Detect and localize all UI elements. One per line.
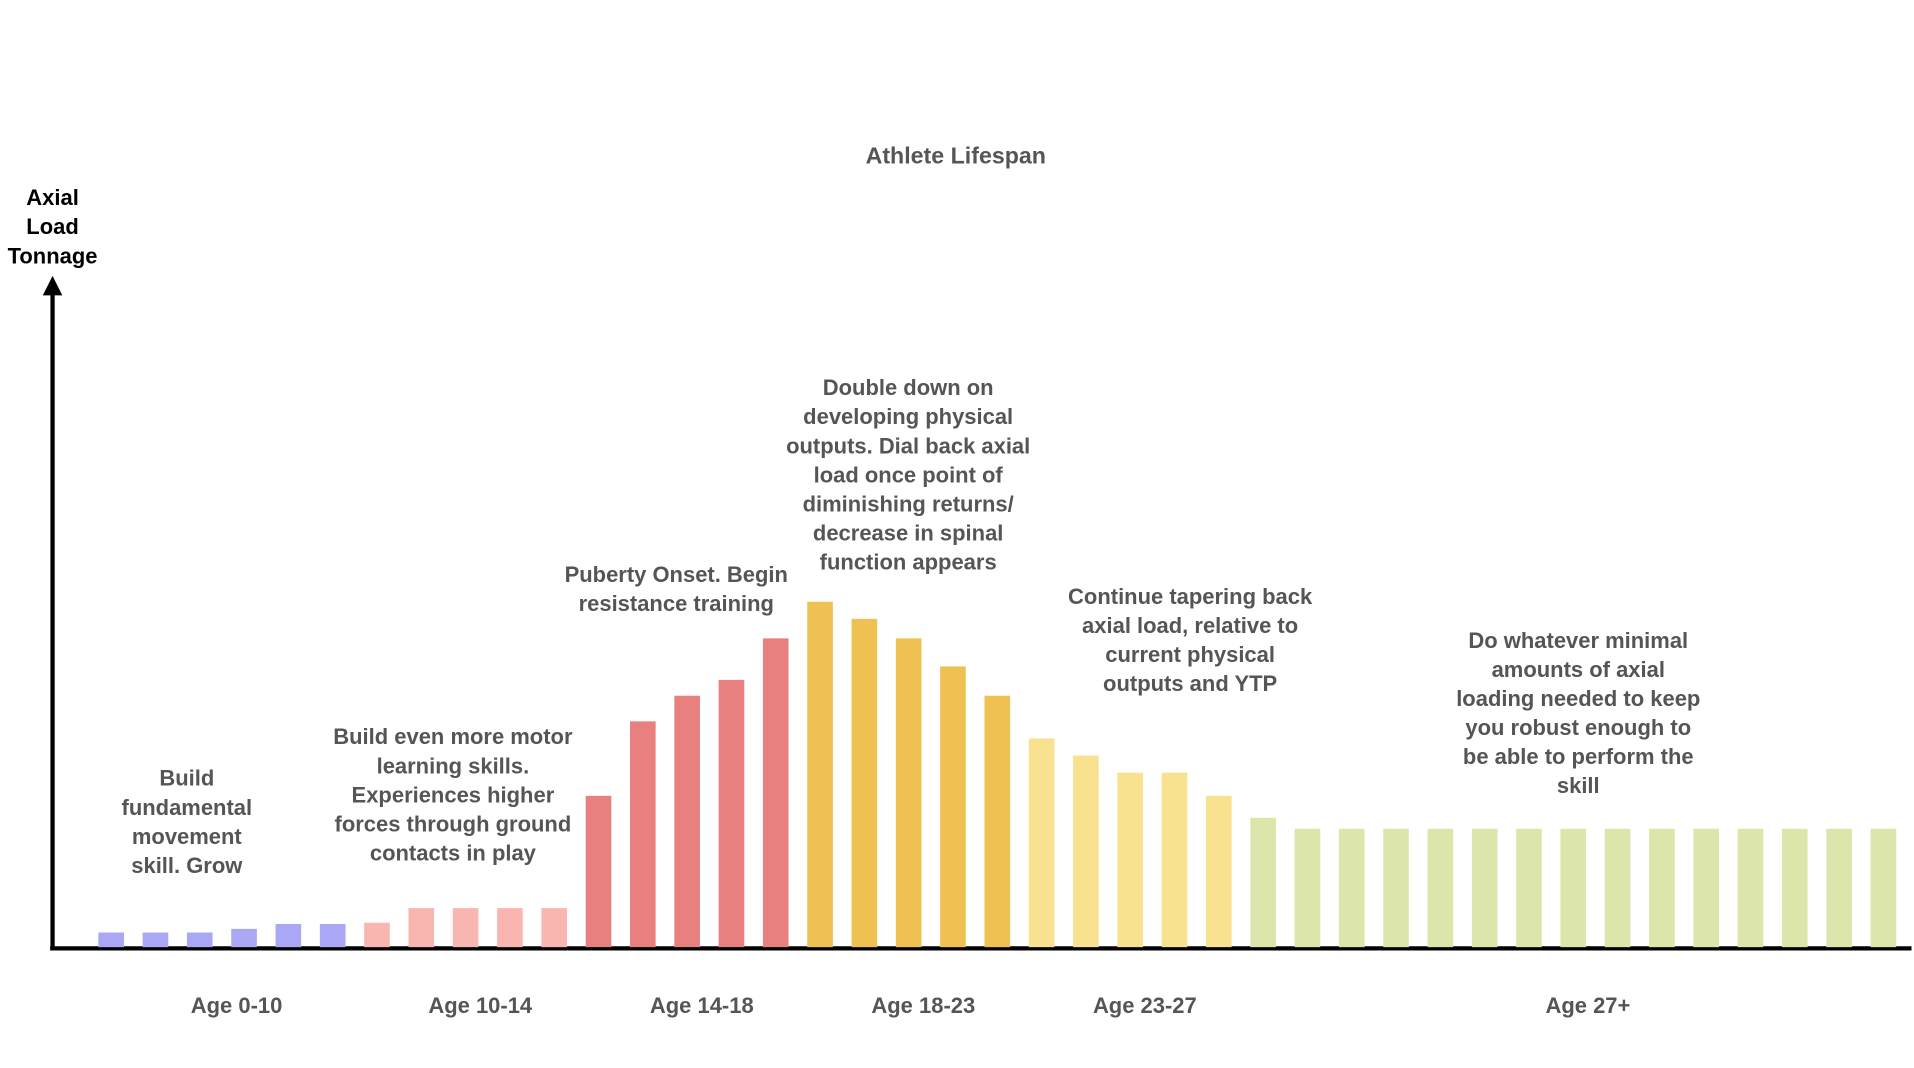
bar — [1471, 828, 1498, 948]
bar — [452, 908, 479, 948]
annotation: contacts in play — [370, 840, 537, 865]
group-label: Age 0-10 — [191, 993, 283, 1018]
y-axis-label: Tonnage — [8, 243, 98, 268]
bar — [1427, 828, 1454, 948]
bar — [1870, 828, 1897, 948]
bar — [364, 922, 390, 948]
bar — [1516, 828, 1542, 948]
annotation: fundamental — [122, 795, 253, 820]
bar — [142, 932, 169, 948]
annotation: amounts of axial — [1492, 657, 1665, 682]
annotation: function appears — [820, 549, 997, 574]
chart-title: Athlete Lifespan — [866, 143, 1046, 169]
y-axis-label: Load — [26, 214, 78, 239]
annotation: diminishing returns/ — [803, 491, 1014, 516]
bar — [497, 908, 523, 948]
bar — [275, 923, 302, 948]
bar — [630, 721, 656, 948]
bar — [1604, 828, 1631, 948]
bar — [1737, 828, 1764, 948]
annotation: resistance training — [579, 591, 774, 616]
group-label: Age 10-14 — [428, 993, 533, 1018]
bar — [1250, 817, 1276, 948]
y-axis-arrow — [42, 275, 63, 296]
annotation: Experiences higher — [352, 782, 555, 807]
bar — [1649, 828, 1675, 948]
annotation: axial load, relative to — [1082, 613, 1298, 638]
annotation: skill — [1557, 773, 1600, 798]
bar — [718, 679, 745, 948]
annotation: load once point of — [814, 462, 1004, 487]
group-label: Age 18-23 — [871, 993, 975, 1018]
annotation: Do whatever minimal — [1468, 628, 1688, 653]
annotation: developing physical — [803, 404, 1013, 429]
bar — [1073, 755, 1099, 948]
bar — [1294, 828, 1321, 948]
bar — [186, 932, 213, 948]
bar — [851, 618, 878, 948]
bar — [1560, 828, 1587, 948]
bar — [1383, 828, 1409, 948]
bar — [408, 908, 435, 948]
bar — [1028, 738, 1055, 948]
bar — [1693, 828, 1720, 948]
annotation: you robust enough to — [1465, 715, 1691, 740]
bar — [984, 695, 1011, 948]
bar — [1205, 795, 1232, 948]
annotation: outputs. Dial back axial — [786, 433, 1030, 458]
annotation: loading needed to keep — [1456, 686, 1700, 711]
bar — [1826, 828, 1852, 948]
bar — [674, 695, 700, 948]
bar — [541, 908, 568, 948]
bar — [231, 928, 257, 948]
annotation: Build even more motor — [333, 724, 573, 749]
annotation: Build — [159, 766, 214, 791]
annotation: be able to perform the — [1463, 744, 1694, 769]
annotation: Puberty Onset. Begin — [565, 562, 788, 587]
annotation: forces through ground — [335, 811, 572, 836]
annotation: movement — [132, 824, 243, 849]
annotation: Double down on — [823, 375, 994, 400]
annotation: decrease in spinal — [813, 520, 1004, 545]
annotation: current physical — [1105, 642, 1275, 667]
bar — [1117, 772, 1144, 948]
annotation: outputs and YTP — [1103, 671, 1277, 696]
bar — [98, 932, 124, 948]
y-axis-label: Axial — [26, 185, 79, 210]
bar — [1161, 772, 1188, 948]
bar — [762, 638, 789, 948]
bar — [940, 666, 966, 948]
annotation: learning skills. — [377, 753, 530, 778]
bar — [1781, 828, 1808, 948]
bar — [1338, 828, 1365, 948]
bar — [807, 601, 833, 948]
bar — [319, 923, 346, 948]
bar — [585, 795, 612, 948]
group-label: Age 23-27 — [1093, 993, 1197, 1018]
annotation: skill. Grow — [131, 853, 243, 878]
group-label: Age 14-18 — [650, 993, 754, 1018]
bar — [895, 638, 922, 948]
annotation: Continue tapering back — [1068, 584, 1313, 609]
group-label: Age 27+ — [1545, 993, 1630, 1018]
